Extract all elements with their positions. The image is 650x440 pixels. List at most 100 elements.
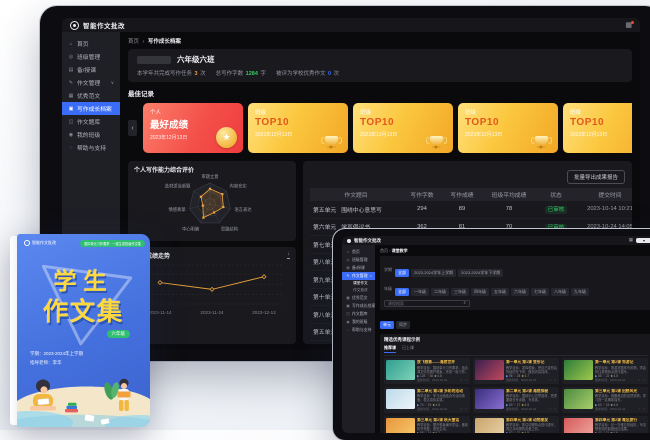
sidebar-item-作文管理[interactable]: ✎ 作文管理 ∨: [62, 76, 120, 89]
sidebar-item-label: 班级管理: [77, 55, 101, 61]
sidebar-item-课堂作文[interactable]: 课堂作文: [342, 280, 375, 287]
course-card[interactable]: 放飞想象——海底世界 教学目标：围绕单元习作要求，结合课文情境展开想象，完成一篇习…: [384, 358, 470, 384]
course-title: 第三单元 第1课 田野风光: [595, 388, 638, 393]
semester-chip-2023-2024学年下学期[interactable]: 2023-2024学年下学期: [458, 268, 504, 277]
svg-text:2023-12-12: 2023-12-12: [252, 310, 276, 315]
course-card[interactable]: 第二单元 第1课 多彩的活动 教学目标：学习点面结合写活动场面，表达真情实感。 ▶7…: [384, 386, 470, 413]
grade-chip-全部[interactable]: 全部: [395, 288, 409, 296]
sidebar-item-班级管理[interactable]: ◎ 班级管理: [62, 50, 120, 63]
export-button[interactable]: 批量导出成果报告: [566, 170, 625, 184]
semester-chip-全部[interactable]: 全部: [395, 268, 409, 277]
course-title: 第一单元 第2课 郊游记: [595, 360, 634, 364]
grade-chip-二年级[interactable]: 二年级: [431, 288, 449, 296]
course-stats: ▶52 ♡12 ★4.5: [506, 431, 557, 433]
course-thumbnail: [386, 417, 415, 433]
sidebar-item-写作成长档案[interactable]: ▣ 写作成长档案: [342, 302, 375, 310]
svg-text:2023-11-24: 2023-11-24: [200, 310, 224, 315]
sidebar-item-我的班级[interactable]: ◉ 我的班级: [62, 128, 120, 141]
best-record-card[interactable]: 个人 最好成绩 2023年12月13日 ★: [143, 103, 243, 153]
tab-推荐课[interactable]: 推荐课: [384, 345, 396, 353]
course-card[interactable]: 第一单元 第2课 郊游记 教学目标：按游览顺序写景物，学会抓住景物特点进行描写。 ▶…: [562, 358, 648, 384]
semester-filter-label: 学期: [384, 266, 392, 272]
course-description: 教学目标：观察身边的自然景物，学习按一定顺序描写。: [595, 394, 646, 403]
course-stats: ▶63 ♡15 ★4.6: [595, 402, 618, 407]
sidebar-item-label: 备/授课: [77, 68, 97, 74]
marketing-composition: 智能作文批改 ▦ ⌂ 首页 ◎ 班级管理 ▤ 备/授课 ✎ 作文管理 ∨ ▦ 优秀范文 ▣ 写作成长档案…: [10, 6, 650, 440]
download-icon[interactable]: ↓: [287, 251, 290, 259]
semester-chip-2023-2024学年上学期[interactable]: 2023-2024学年上学期: [411, 268, 457, 277]
course-card[interactable]: 第三单元 第1课 田野风光 教学目标：观察身边的自然景物，学习按一定顺序描写。 ▶6…: [562, 386, 648, 413]
course-stats: ▶47 ♡11 ★4.6: [595, 431, 646, 433]
account-dropdown[interactable]: ▾: [636, 237, 650, 244]
course-card[interactable]: 第二单元 第2课 海底探秘 教学目标：围绕中心意思选材，把重要部分写详细、写具体。…: [473, 386, 559, 413]
course-search-input[interactable]: 课程搜索 ⌕: [384, 300, 470, 307]
sidebar-item-首页[interactable]: ⌂ 首页: [62, 37, 120, 50]
breadcrumb-root[interactable]: 首页: [128, 39, 140, 45]
column-header: 提交时间: [576, 188, 632, 201]
sidebar-item-作文题库[interactable]: ◫ 作文题库: [342, 310, 375, 318]
grade-chip-七年级[interactable]: 七年级: [531, 288, 549, 296]
grade-chip-五年级[interactable]: 五年级: [491, 288, 509, 296]
column-header: 写作成绩: [442, 188, 482, 201]
grade-chip-三年级[interactable]: 三年级: [451, 288, 469, 296]
student-essay-book: 智能作文批改 紧扣单元习作要求 · 一键生成班级作文集 学生 作文集 六年级 学…: [10, 234, 150, 427]
grade-chip-一年级[interactable]: 一年级: [411, 288, 429, 296]
sidebar-item-帮助与支持[interactable]: ◌ 帮助与支持: [62, 141, 120, 154]
words-cell: 294: [402, 201, 442, 219]
sidebar-item-label: 写作成长档案: [352, 303, 376, 308]
course-card[interactable]: 第四单元 第2课 难忘旅行 教学目标：记一次难忘的经历，写清楚事情的起因经过结果。…: [562, 415, 648, 433]
tab-已上课[interactable]: 已上课: [402, 345, 414, 350]
sidebar-item-label: 帮助与支持: [352, 327, 372, 332]
score-cell: 89: [442, 201, 482, 219]
record-card-tag: 个人: [150, 110, 162, 116]
sidebar-item-帮助与支持[interactable]: ◌ 帮助与支持: [342, 326, 375, 334]
student-summary-panel: 六年级六班 本学年共完成写作任务 3 次 总写作字数 1284 字 被评为学校优秀作…: [128, 49, 632, 82]
course-card[interactable]: 第三单元 第2课 秋天童话教学目标：展开想象编写童话，做到情节完整、语言生动。▶…: [384, 415, 470, 433]
best-records-row: ‹ 个人 最好成绩 2023年12月13日 ★ 班级 TOP10 2023年12月13日 ★ 班…: [128, 102, 632, 154]
sidebar-item-作文管理[interactable]: ✎ 作文管理 ∧: [342, 272, 375, 280]
course-card-grid: 放飞想象——海底世界 教学目标：围绕单元习作要求，结合课文情境展开想象，完成一篇习…: [384, 358, 648, 433]
course-title: 第一单元 第1课 变形记: [506, 360, 545, 364]
menu-icon: ▦: [346, 296, 350, 300]
status-cell: 已审核: [536, 201, 576, 219]
sidebar-item-班级管理[interactable]: ◎ 班级管理: [342, 256, 375, 264]
mode-chip-单元[interactable]: 单元: [380, 321, 394, 329]
sidebar-item-备/授课[interactable]: ▤ 备/授课: [342, 264, 375, 272]
cards-prev-button[interactable]: ‹: [128, 120, 137, 136]
search-placeholder: 课程搜索: [388, 300, 404, 306]
apps-notification-icon[interactable]: ▦: [625, 20, 634, 29]
course-meta: 更新时间：2023-10-31 ○ ○: [417, 407, 468, 411]
course-thumbnail: [475, 417, 504, 433]
sidebar-item-备/授课[interactable]: ▤ 备/授课: [62, 63, 120, 76]
column-header: 作文题目: [310, 188, 402, 201]
grade-chip-四年级[interactable]: 四年级: [471, 288, 489, 296]
sidebar-item-作文批改[interactable]: 作文批改: [342, 287, 375, 294]
course-card[interactable]: 第一单元 第1课 变形记 教学目标：发挥想象，把自己变形后的经历写下来，做到内容具…: [473, 358, 559, 384]
apps-icon[interactable]: ▦: [628, 237, 633, 243]
grade-chip-八年级[interactable]: 八年级: [551, 288, 569, 296]
gear-icon: ◎: [68, 53, 74, 60]
grade-chip-六年级[interactable]: 六年级: [511, 288, 529, 296]
book-teacher: 指导老师：李华: [30, 359, 62, 365]
svg-text:思路结构: 思路结构: [221, 226, 239, 232]
sidebar-item-优秀范文[interactable]: ▦ 优秀范文: [342, 294, 375, 302]
sidebar-item-写作成长档案[interactable]: ▣ 写作成长档案: [62, 102, 120, 115]
sidebar-item-作文题库[interactable]: ◫ 作文题库: [62, 115, 120, 128]
breadcrumb-current: 课堂教学: [391, 248, 408, 253]
course-description: 教学目标：学习点面结合写活动场面，表达真情实感。: [417, 394, 465, 403]
sidebar-item-首页[interactable]: ⌂ 首页: [342, 248, 375, 256]
course-action-icons: ○ ○: [460, 377, 468, 382]
sidebar-item-优秀范文[interactable]: ▦ 优秀范文: [62, 89, 120, 102]
main-topbar: 智能作文批改 ▦: [62, 18, 640, 32]
course-card[interactable]: 第四单元 第1课 动物朋友 教学目标：抓住动物特点进行描写，表达对动物的喜爱之情。…: [473, 415, 559, 433]
grade-chip-九年级[interactable]: 九年级: [571, 288, 589, 296]
database-icon: ◫: [68, 118, 74, 125]
breadcrumb-root[interactable]: 首页: [380, 248, 388, 253]
sidebar-item-我的班级[interactable]: ◉ 我的班级: [342, 318, 375, 326]
mode-chip-同步[interactable]: 同步: [396, 321, 410, 329]
table-row[interactable]: 第五单元 围绕中心意思写 294 89 78 已审核 2023-10-14 10:21: [310, 201, 632, 219]
